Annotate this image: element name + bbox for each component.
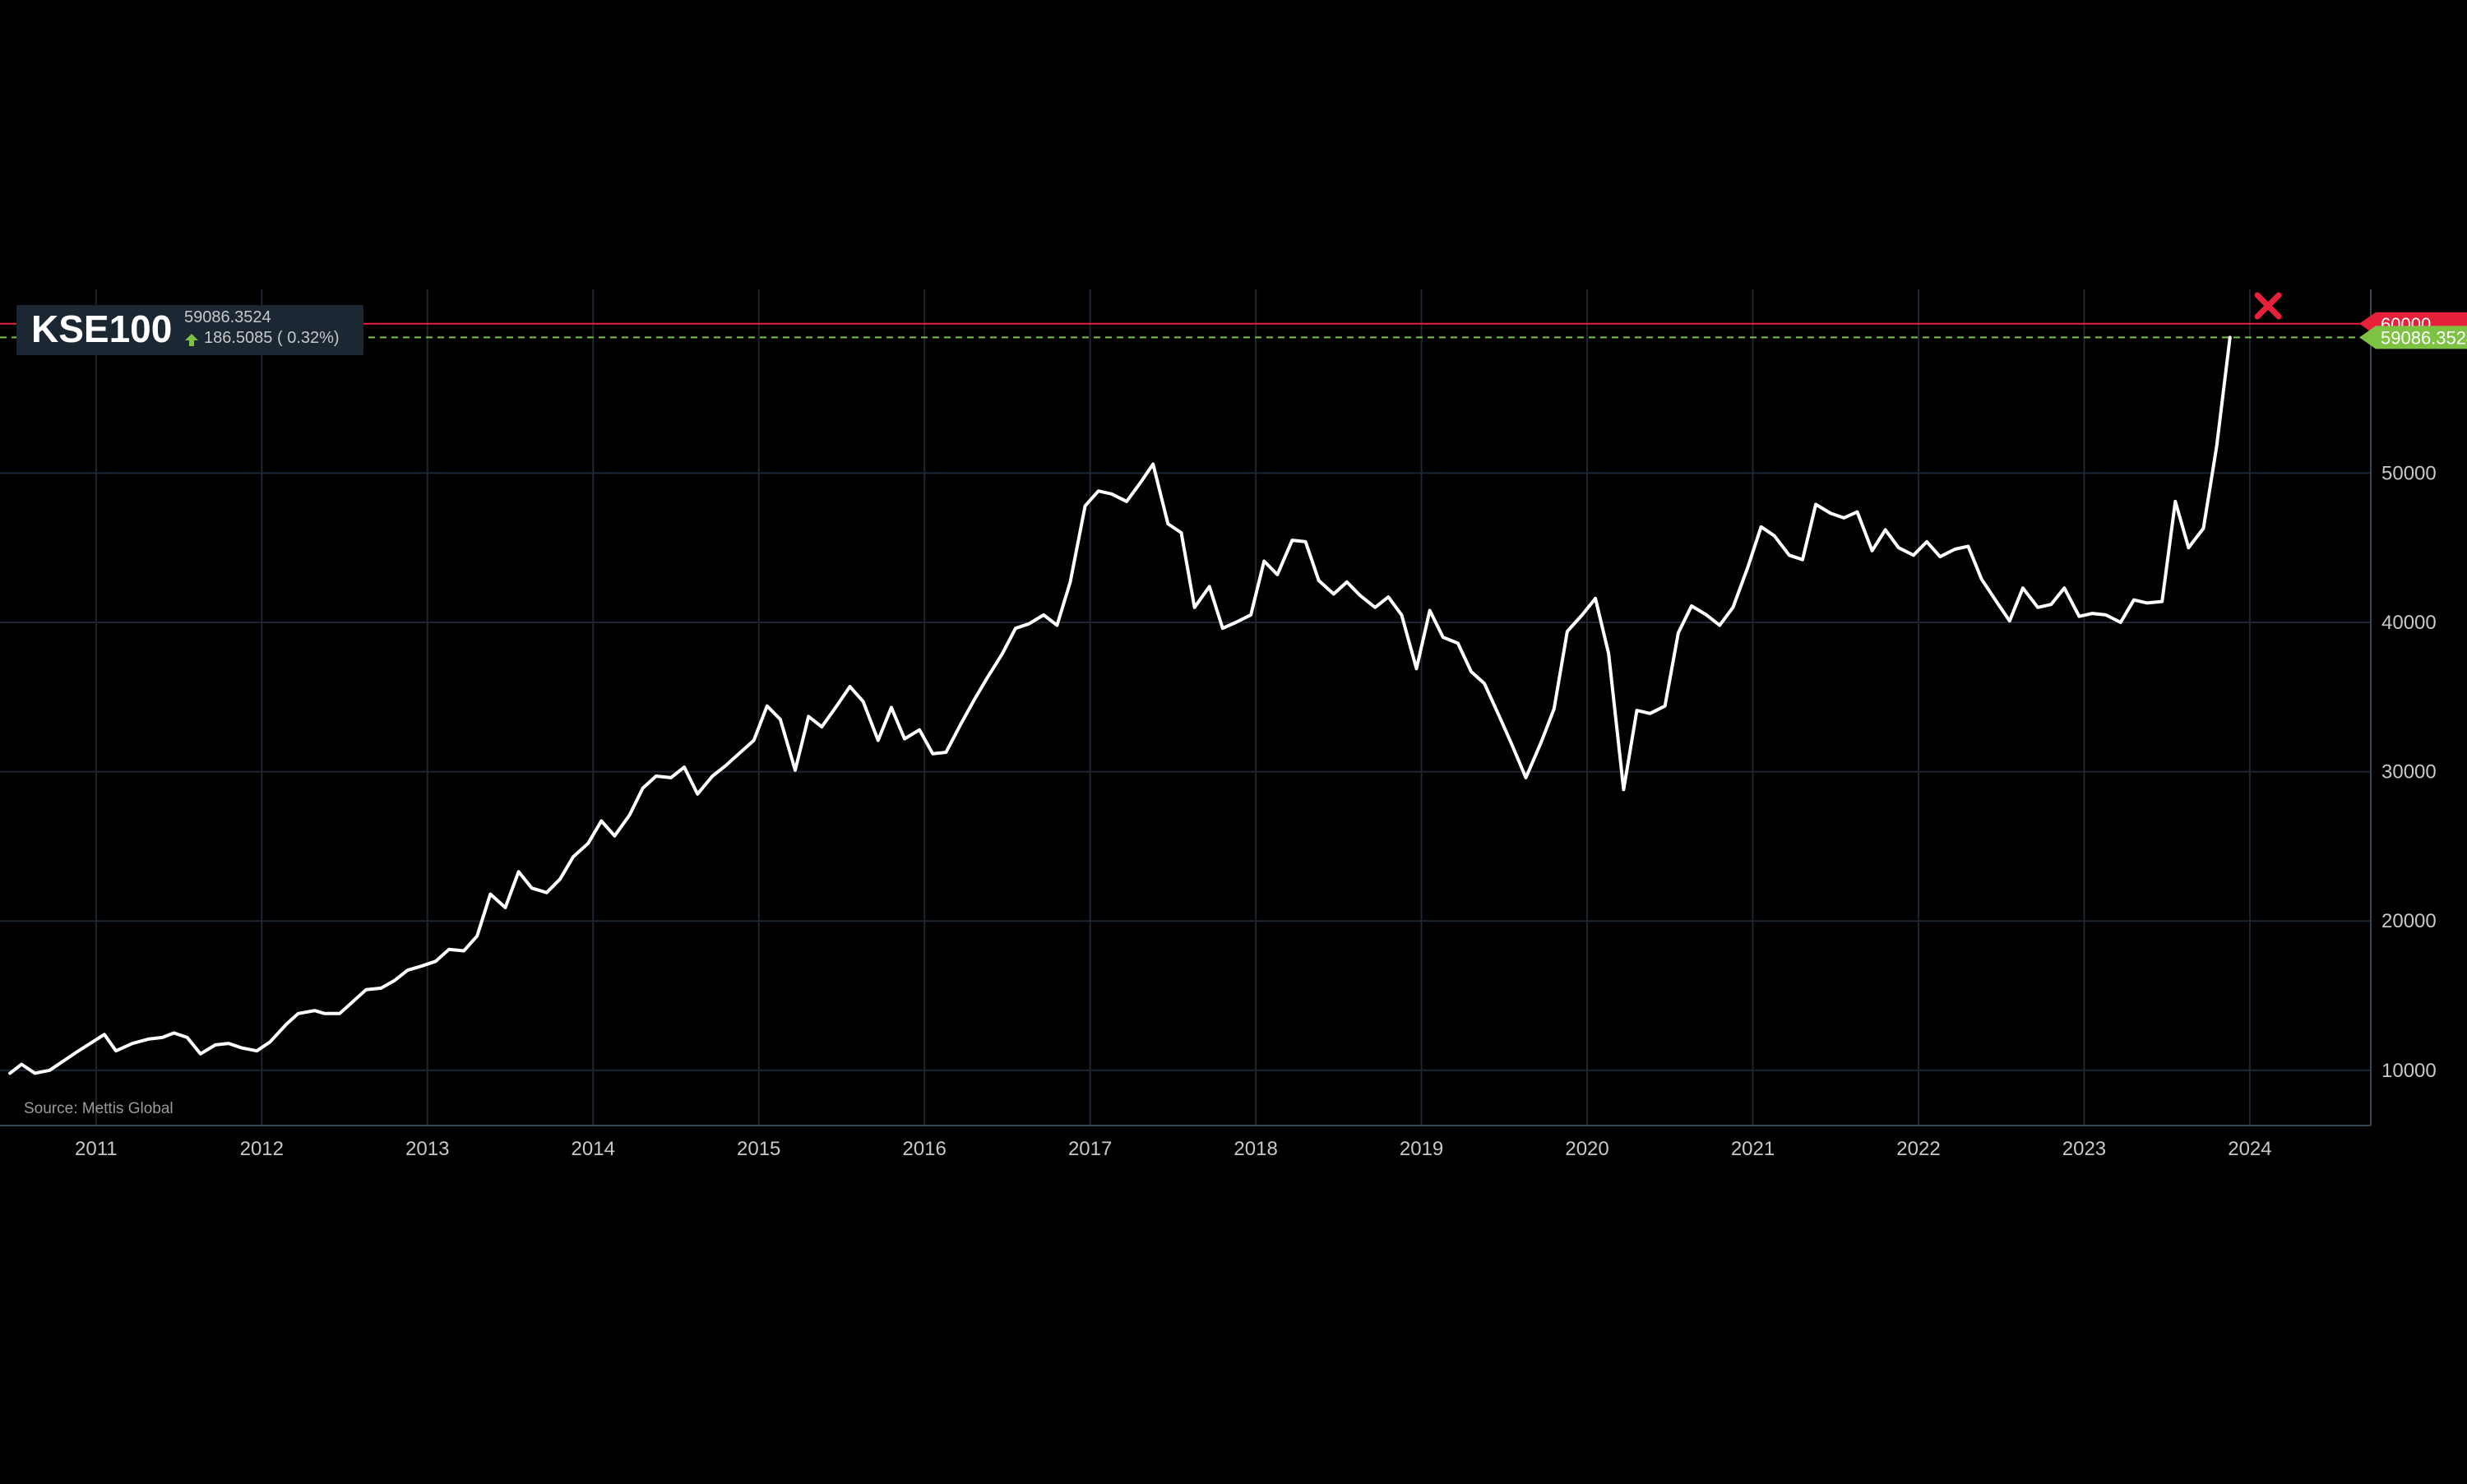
ticker-symbol: KSE100	[31, 307, 172, 350]
y-tick-label: 30000	[2381, 761, 2437, 784]
x-tick-label: 2011	[75, 1138, 118, 1160]
ticker-header[interactable]: KSE100 59086.3524 186.5085 ( 0.32%)	[16, 305, 363, 355]
ticker-change: 186.5085 ( 0.32%)	[204, 329, 340, 347]
x-tick-label: 2016	[902, 1138, 946, 1160]
marker-layer	[2254, 292, 2282, 320]
x-tick-label: 2018	[1234, 1138, 1277, 1160]
x-tick-label: 2020	[1565, 1138, 1608, 1160]
x-tick-label: 2017	[1068, 1138, 1112, 1160]
y-tick-label: 50000	[2381, 462, 2437, 484]
x-tick-label: 2013	[405, 1138, 449, 1160]
series-layer	[8, 335, 2232, 1075]
x-tick-label: 2024	[2228, 1138, 2271, 1160]
x-tick-label: 2015	[737, 1138, 780, 1160]
x-mark-icon[interactable]	[2254, 292, 2282, 320]
current-label: 59086.3524	[2381, 327, 2467, 348]
axis-layer: 2011 2012 2013 2014 2015 2016 2017 2018 2019 2020…	[0, 289, 2437, 1160]
current-tag	[2359, 326, 2467, 349]
y-tick-label: 10000	[2381, 1060, 2437, 1082]
x-tick-label: 2012	[240, 1138, 284, 1160]
ticker-price: 59086.3524	[184, 308, 271, 326]
grid-layer	[0, 289, 2371, 1126]
arrow-up-icon	[185, 334, 198, 346]
x-tick-label: 2014	[572, 1138, 615, 1160]
x-tick-label: 2019	[1400, 1138, 1443, 1160]
x-tick-label: 2022	[1896, 1138, 1940, 1160]
ticker-header-background	[16, 305, 363, 355]
x-tick-label: 2021	[1731, 1138, 1775, 1160]
y-tick-label: 40000	[2381, 612, 2437, 634]
x-mark-stroke	[2254, 292, 2282, 320]
source-note: Source: Mettis Global	[24, 1100, 174, 1117]
y-tick-label: 20000	[2381, 910, 2437, 932]
series-line	[8, 335, 2232, 1075]
x-tick-label: 2023	[2062, 1138, 2106, 1160]
